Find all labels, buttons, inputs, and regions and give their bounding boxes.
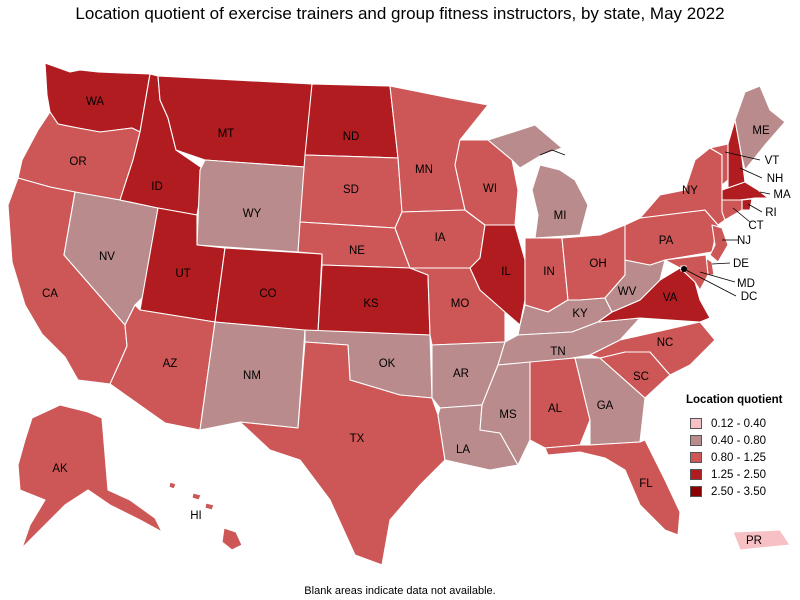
leader-nh [739, 167, 763, 179]
state-VT[interactable] [709, 143, 729, 186]
label-MO: MO [451, 298, 470, 310]
state-MI[interactable] [487, 124, 589, 239]
label-WI: WI [483, 183, 497, 195]
label-CT: CT [748, 220, 763, 232]
label-IA: IA [435, 232, 446, 244]
label-DC: DC [741, 291, 758, 303]
state-HI[interactable] [168, 481, 243, 551]
label-ME: ME [752, 125, 770, 137]
label-DE: DE [733, 258, 749, 270]
label-ND: ND [343, 131, 360, 143]
state-WI[interactable] [454, 139, 519, 226]
leader-dc [683, 268, 737, 297]
label-GA: GA [597, 400, 614, 412]
label-AZ: AZ [163, 358, 178, 370]
legend-label: 2.50 - 3.50 [711, 485, 766, 498]
label-NC: NC [657, 337, 674, 349]
legend-item: 1.25 - 2.50 [686, 466, 798, 483]
state-PR[interactable] [732, 529, 791, 551]
state-TX[interactable] [239, 341, 446, 566]
state-IL[interactable] [469, 224, 526, 326]
label-MI: MI [554, 210, 567, 222]
label-SC: SC [633, 371, 649, 383]
legend-swatch [690, 418, 702, 429]
label-KS: KS [363, 298, 379, 310]
label-NV: NV [99, 251, 115, 263]
label-OR: OR [69, 156, 86, 168]
leader-ma [759, 191, 771, 195]
label-TN: TN [550, 346, 565, 358]
footnote: Blank areas indicate data not available. [304, 585, 496, 597]
legend-swatch [690, 452, 702, 463]
label-WY: WY [243, 208, 262, 220]
label-IN: IN [543, 266, 555, 278]
leader-vt [724, 151, 761, 161]
label-ID: ID [151, 181, 163, 193]
legend-swatch [690, 486, 702, 497]
label-RI: RI [765, 207, 777, 219]
label-PA: PA [659, 235, 674, 247]
legend-label: 0.12 - 0.40 [711, 417, 766, 430]
state-ME[interactable] [734, 85, 786, 171]
label-AK: AK [52, 463, 68, 475]
label-NY: NY [682, 185, 698, 197]
label-TX: TX [350, 433, 365, 445]
leader-md [699, 271, 736, 283]
label-NE: NE [349, 245, 365, 257]
state-NC[interactable] [589, 321, 716, 376]
state-MD[interactable] [664, 254, 709, 291]
label-MT: MT [218, 128, 235, 140]
label-MS: MS [499, 409, 517, 421]
map-legend: Location quotient 0.12 - 0.40 0.40 - 0.8… [686, 394, 798, 500]
label-KY: KY [572, 308, 588, 320]
leader-ri [747, 203, 763, 213]
label-MN: MN [415, 164, 433, 176]
state-AK[interactable] [17, 404, 163, 549]
state-FL[interactable] [544, 439, 681, 536]
label-FL: FL [639, 478, 653, 490]
label-SD: SD [343, 184, 359, 196]
label-UT: UT [175, 268, 190, 280]
label-CO: CO [259, 288, 276, 300]
legend-swatch [690, 435, 702, 446]
label-PR: PR [746, 535, 762, 547]
state-NJ[interactable] [709, 224, 729, 263]
label-HI: HI [190, 510, 202, 522]
label-WV: WV [618, 286, 637, 298]
legend-swatch [690, 469, 702, 480]
map-title: Location quotient of exercise trainers a… [75, 4, 725, 23]
label-MD: MD [737, 278, 755, 290]
label-NM: NM [243, 370, 261, 382]
state-RI[interactable] [741, 198, 753, 211]
label-CA: CA [42, 288, 58, 300]
leader-ct [732, 207, 751, 223]
label-AL: AL [548, 403, 563, 415]
state-CT[interactable] [721, 199, 743, 221]
legend-label: 0.80 - 1.25 [711, 451, 766, 464]
legend-label: 1.25 - 2.50 [711, 468, 766, 481]
leader-de [711, 262, 731, 265]
legend-item: 2.50 - 3.50 [686, 483, 798, 500]
label-VA: VA [663, 292, 678, 304]
legend-item: 0.40 - 0.80 [686, 432, 798, 449]
state-ND[interactable] [304, 83, 399, 159]
state-WY[interactable] [196, 159, 306, 253]
label-VT: VT [765, 155, 780, 167]
label-IL: IL [501, 266, 511, 278]
dc-marker [681, 266, 687, 272]
legend-item: 0.12 - 0.40 [686, 415, 798, 432]
label-WA: WA [86, 96, 104, 108]
label-AR: AR [453, 368, 469, 380]
legend-label: 0.40 - 0.80 [711, 434, 766, 447]
label-OH: OH [589, 258, 606, 270]
label-MA: MA [773, 189, 791, 201]
label-NJ: NJ [737, 235, 751, 247]
legend-title: Location quotient [686, 394, 783, 406]
label-OK: OK [379, 358, 396, 370]
leader-lake-michigan [539, 149, 566, 156]
legend-item: 0.80 - 1.25 [686, 449, 798, 466]
label-LA: LA [456, 444, 470, 456]
label-NH: NH [767, 173, 784, 185]
